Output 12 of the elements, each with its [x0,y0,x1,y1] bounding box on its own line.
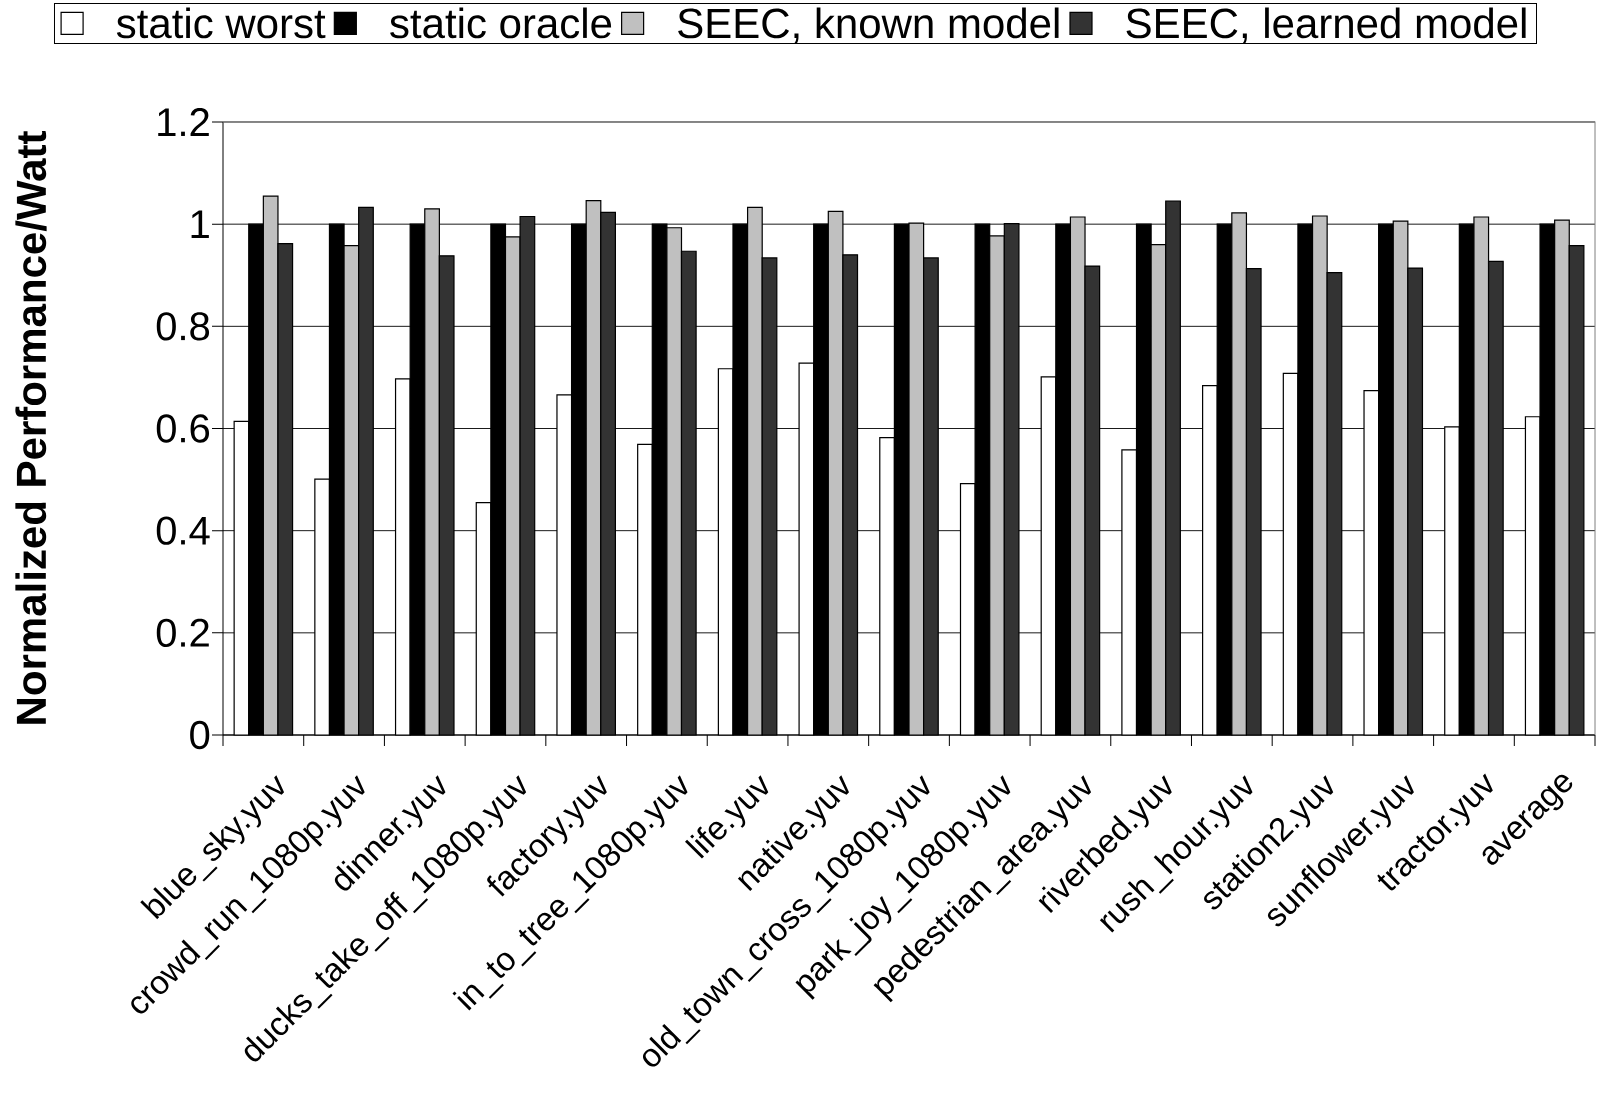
legend-label: static oracle [390,7,612,39]
y-axis-title: Normalized Performance/Watt [15,131,47,724]
y-tick-label: 1.2 [158,108,209,136]
y-tick-label: 0.8 [156,312,210,341]
y-tick-label: 0.2 [156,618,209,647]
legend-label: SEEC, learned model [1126,7,1526,44]
y-tick-label: 0.4 [156,516,210,545]
y-tick-label: 1 [191,210,209,238]
legend-label: SEEC, known model [678,7,1059,44]
y-tick-label: 0.6 [156,414,210,443]
legend-label: static worst [116,7,326,39]
y-tick-label: 0 [190,720,210,750]
